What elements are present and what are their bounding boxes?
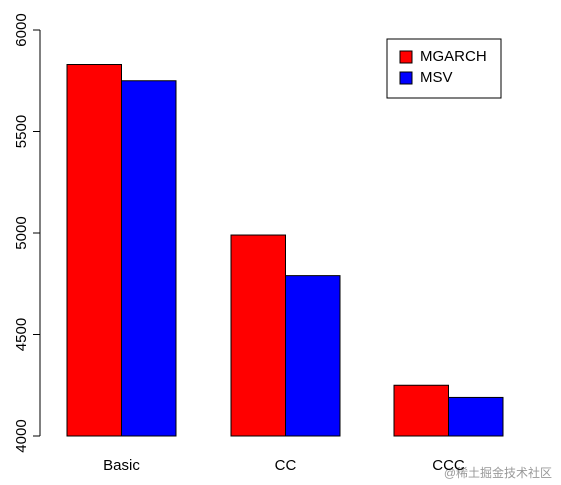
x-tick-label: CC bbox=[275, 457, 297, 474]
legend-label: MSV bbox=[420, 69, 453, 86]
bar bbox=[448, 396, 504, 437]
legend-label: MGARCH bbox=[420, 48, 487, 65]
bar bbox=[230, 234, 286, 437]
x-tick-label: Basic bbox=[103, 457, 140, 474]
y-tick-label: 4000 bbox=[13, 419, 30, 452]
y-tick-label: 5500 bbox=[13, 115, 30, 148]
y-tick-label: 4500 bbox=[13, 318, 30, 351]
legend-box bbox=[386, 38, 502, 99]
legend-swatch bbox=[399, 50, 413, 64]
y-tick-label: 5000 bbox=[13, 216, 30, 249]
watermark: @稀土掘金技术社区 bbox=[444, 465, 552, 480]
bar bbox=[66, 64, 122, 437]
bar bbox=[285, 275, 341, 437]
x-tick-label: CCC bbox=[432, 457, 465, 474]
bar bbox=[121, 80, 177, 437]
bar bbox=[393, 384, 449, 437]
y-tick-label: 6000 bbox=[13, 13, 30, 46]
legend-swatch bbox=[399, 71, 413, 85]
